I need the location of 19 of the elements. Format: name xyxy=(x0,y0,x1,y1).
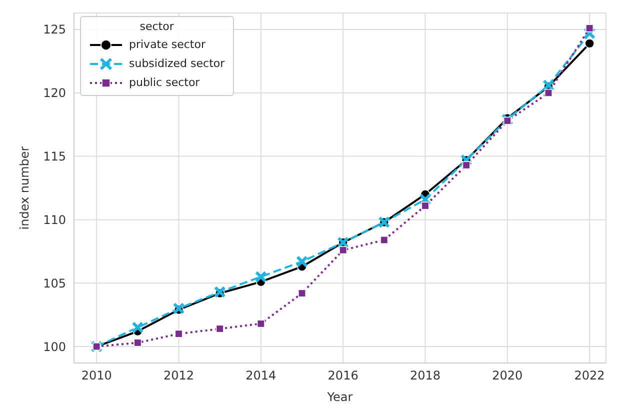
x-tick-label: 2018 xyxy=(410,368,441,383)
legend-label: subsidized sector xyxy=(129,57,225,70)
y-tick-label: 120 xyxy=(43,86,66,100)
x-axis-title: Year xyxy=(326,390,353,404)
x-tick-label: 2022 xyxy=(574,368,605,383)
y-axis-title: index number xyxy=(17,146,32,230)
y-tick-label: 100 xyxy=(43,340,66,354)
x-tick-label: 2016 xyxy=(328,368,358,383)
x-tick-label: 2014 xyxy=(246,368,276,383)
legend-label: private sector xyxy=(129,38,206,51)
y-tick-label: 105 xyxy=(43,276,66,290)
legend-label: public sector xyxy=(129,76,200,89)
x-tick-label: 2020 xyxy=(492,368,523,383)
x-tick-label: 2010 xyxy=(81,368,112,383)
legend-title: sector xyxy=(138,20,175,33)
y-tick-label: 115 xyxy=(43,150,66,164)
y-tick-label: 125 xyxy=(43,22,66,37)
y-tick-label: 110 xyxy=(43,212,66,227)
x-tick-label: 2012 xyxy=(163,368,194,383)
